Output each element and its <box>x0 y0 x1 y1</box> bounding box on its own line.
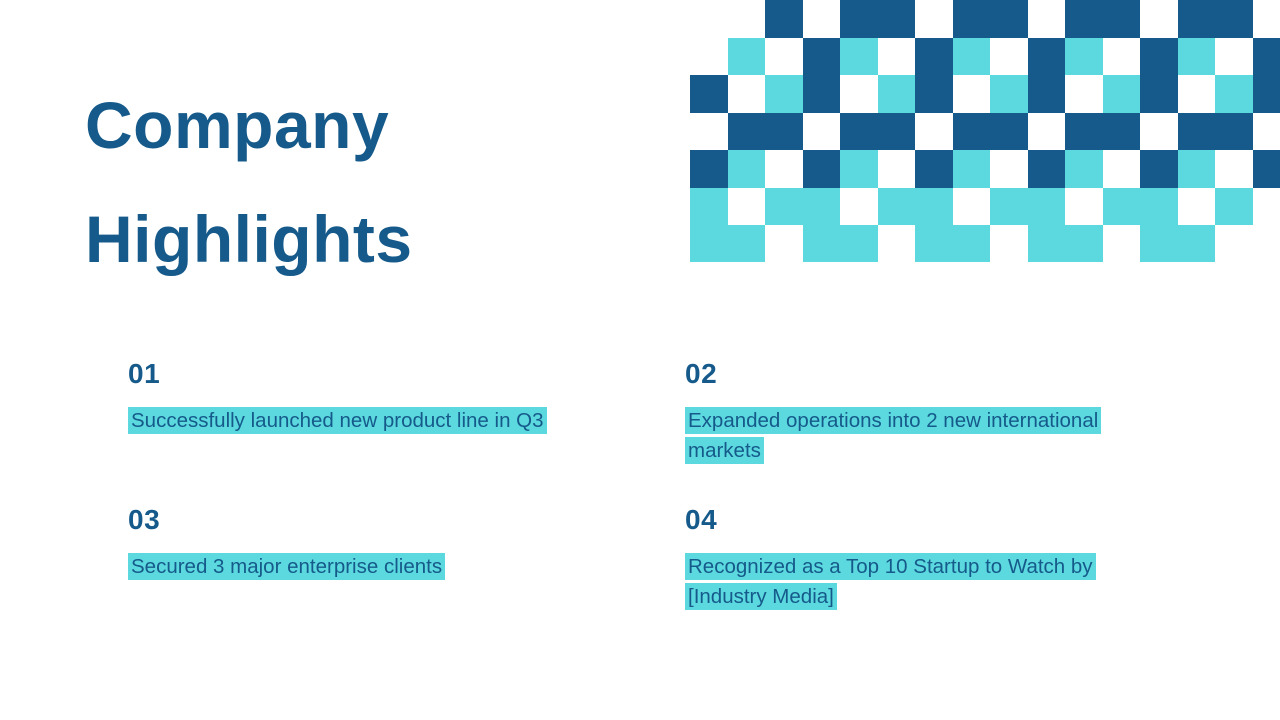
item-text: Secured 3 major enterprise clients <box>128 552 593 582</box>
decor-notch <box>877 150 915 188</box>
decor-square <box>1177 37 1253 113</box>
decor-square <box>1027 187 1103 262</box>
decor-square <box>802 75 878 150</box>
item-number: 02 <box>685 358 718 389</box>
decor-square <box>1102 112 1178 188</box>
highlight-item-4: 04 Recognized as a Top 10 Startup to Wat… <box>685 504 1147 612</box>
decor-notch <box>915 0 953 38</box>
decor-notch <box>1252 0 1280 38</box>
highlight-item-3: 03 Secured 3 major enterprise clients <box>128 504 593 582</box>
decor-notch <box>727 75 765 113</box>
decor-notch <box>1102 37 1140 75</box>
decor-square <box>840 37 915 113</box>
highlight-item-1: 01 Successfully launched new product lin… <box>128 358 593 436</box>
decor-square <box>1065 37 1140 113</box>
decor-square <box>690 75 765 150</box>
decor-notch <box>1252 112 1280 150</box>
decor-notch <box>1215 37 1253 75</box>
decor-square <box>765 112 840 188</box>
decor-notch <box>765 150 803 188</box>
item-number: 03 <box>128 504 161 535</box>
decor-notch <box>990 150 1028 188</box>
decor-notch <box>990 37 1028 75</box>
decor-notch <box>877 37 915 75</box>
decor-square <box>727 37 803 113</box>
decor-square <box>840 150 915 225</box>
decor-square <box>915 0 990 38</box>
decor-square <box>915 75 990 150</box>
decor-square <box>952 37 1028 113</box>
decor-notch <box>1177 75 1215 113</box>
decor-square <box>690 112 728 188</box>
decor-square <box>1027 0 1103 38</box>
decor-square <box>1065 150 1140 225</box>
decor-notch <box>802 112 840 150</box>
decor-notch <box>1177 187 1215 225</box>
decor-notch <box>952 187 990 225</box>
decor-notch <box>690 112 728 150</box>
decor-notch <box>1140 112 1178 150</box>
decor-square <box>1215 112 1280 188</box>
decor-square <box>1140 187 1215 262</box>
item-text-highlight: Expanded operations into 2 new internati… <box>685 407 1102 464</box>
decor-square <box>1215 0 1280 75</box>
decor-notch <box>1065 187 1103 225</box>
decor-notch <box>952 75 990 113</box>
item-text-highlight: Secured 3 major enterprise clients <box>128 553 446 580</box>
item-number: 04 <box>685 504 718 535</box>
decor-square <box>1102 0 1178 75</box>
decor-notch <box>1027 0 1065 38</box>
decor-square <box>990 112 1065 188</box>
item-number: 01 <box>128 358 161 389</box>
decor-square <box>727 150 803 225</box>
decor-notch <box>915 112 953 150</box>
decor-square <box>1177 150 1253 225</box>
decor-notch <box>1102 150 1140 188</box>
title-line-1: Company <box>85 88 390 162</box>
item-text: Successfully launched new product line i… <box>128 406 593 436</box>
decor-square <box>802 0 878 38</box>
page-title: Company Highlights <box>85 68 413 296</box>
decor-square <box>1140 75 1215 150</box>
decor-notch <box>1065 75 1103 113</box>
decor-notch <box>1140 0 1178 38</box>
decor-notch <box>840 75 878 113</box>
decor-notch <box>840 187 878 225</box>
decor-square <box>802 187 878 262</box>
decor-notch <box>727 187 765 225</box>
decor-square <box>877 0 953 75</box>
item-text-highlight: Successfully launched new product line i… <box>128 407 547 434</box>
decor-square <box>765 0 840 75</box>
decor-pattern <box>690 0 1280 262</box>
decor-square <box>990 0 1065 75</box>
decor-square <box>877 112 953 188</box>
decor-square <box>690 187 765 262</box>
decor-notch <box>1027 112 1065 150</box>
decor-notch <box>1215 150 1253 188</box>
decor-notch <box>802 0 840 38</box>
highlight-item-2: 02 Expanded operations into 2 new intern… <box>685 358 1147 466</box>
decor-square <box>1140 0 1215 38</box>
decor-square <box>915 187 990 262</box>
decor-square <box>1027 75 1103 150</box>
item-text-highlight: Recognized as a Top 10 Startup to Watch … <box>685 553 1096 610</box>
decor-square <box>952 150 1028 225</box>
item-text: Recognized as a Top 10 Startup to Watch … <box>685 552 1147 612</box>
decor-square <box>1252 75 1280 150</box>
title-line-2: Highlights <box>85 202 413 276</box>
decor-notch <box>765 37 803 75</box>
decor-square <box>1252 0 1280 38</box>
item-text: Expanded operations into 2 new internati… <box>685 406 1147 466</box>
